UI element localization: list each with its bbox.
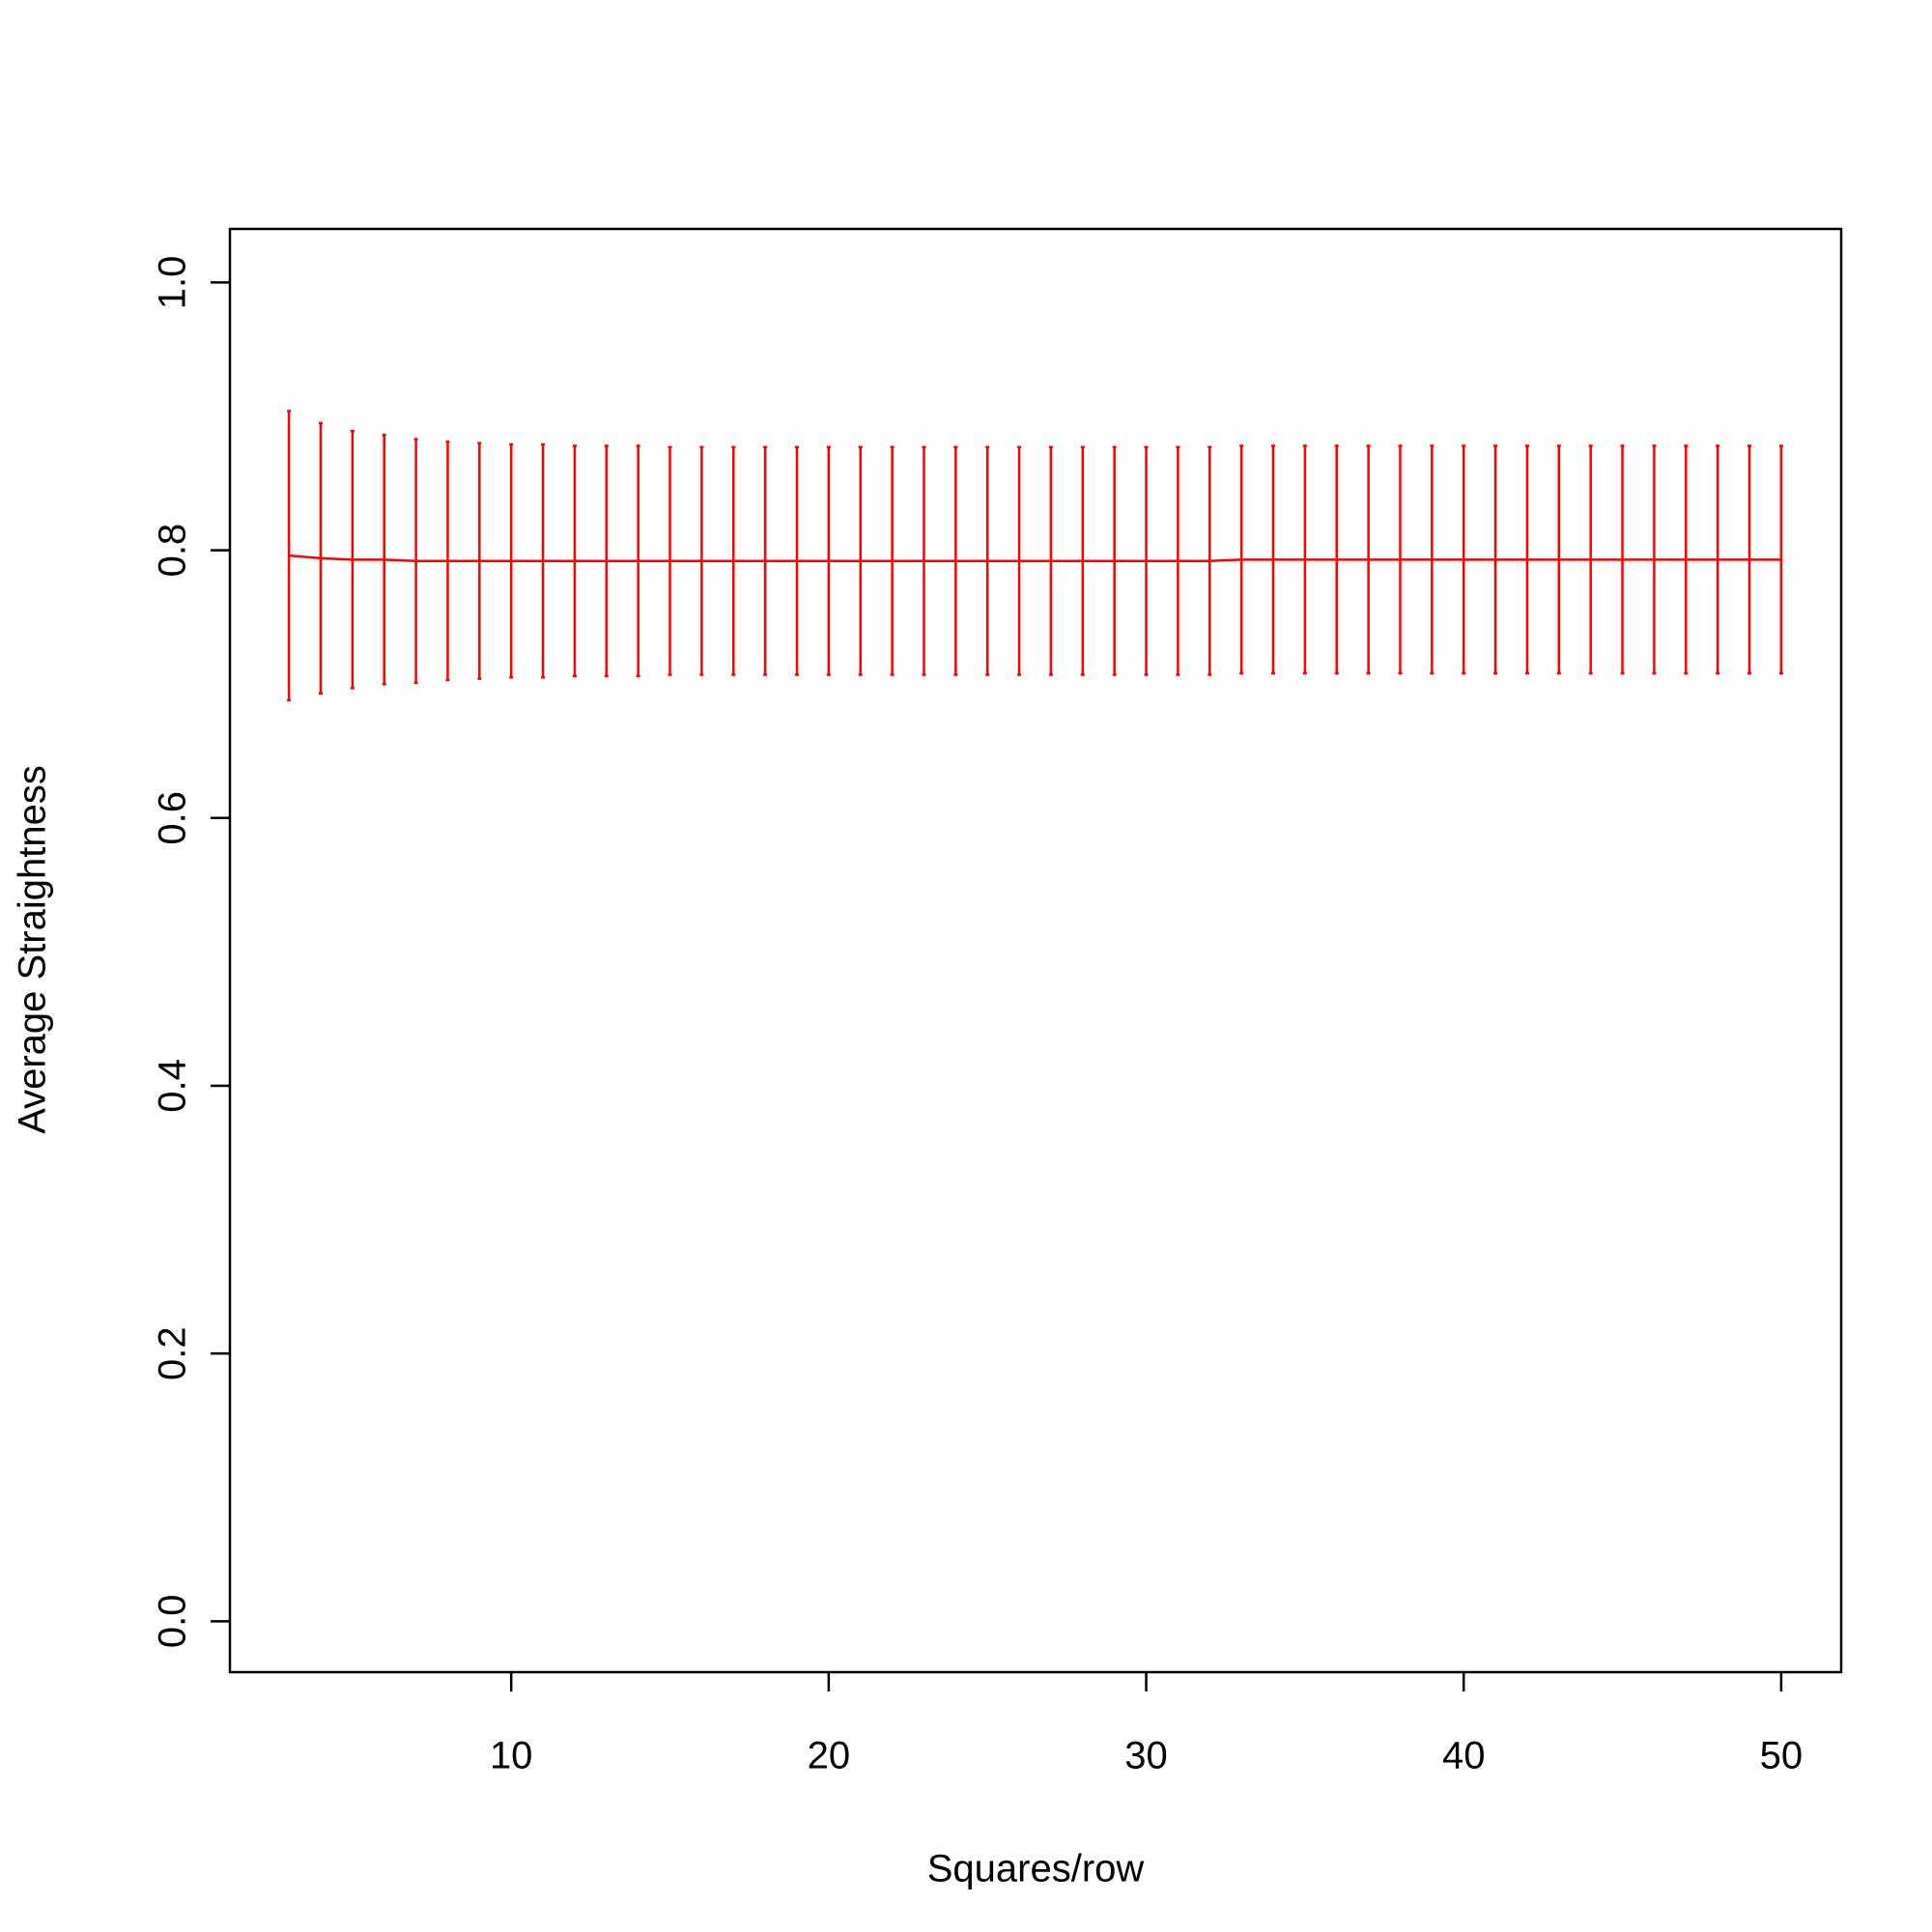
error-bar: [1302, 444, 1307, 675]
error-bar: [1430, 444, 1435, 675]
error-bar: [1048, 445, 1053, 676]
x-tick-label: 40: [1442, 1735, 1486, 1777]
error-bar: [445, 440, 450, 682]
error-bar: [477, 441, 482, 680]
plot-frame: [228, 227, 1843, 1674]
error-bar: [572, 444, 577, 678]
line: [289, 554, 1781, 562]
error-bar: [350, 430, 355, 690]
error-bar: [1176, 445, 1180, 676]
error-bar: [1112, 445, 1117, 676]
error-bar: [1493, 444, 1498, 675]
y-tick-label: 0.2: [152, 1326, 194, 1380]
x-tick-label: 30: [1124, 1735, 1168, 1777]
error-bar: [922, 445, 926, 676]
x-axis-label: Squares/row: [927, 1848, 1145, 1890]
error-bar: [319, 421, 323, 696]
error-bar: [1524, 444, 1529, 675]
error-bar: [604, 444, 609, 678]
error-bar: [287, 410, 292, 702]
error-bar: [1334, 444, 1339, 675]
error-bar: [1462, 444, 1466, 675]
error-bar: [1778, 444, 1783, 675]
y-tick-label: 0.8: [152, 524, 194, 578]
y-tick-label: 0.6: [152, 791, 194, 845]
y-tick-label: 0.4: [152, 1059, 194, 1113]
y-tick-label: 1.0: [152, 256, 194, 310]
error-bar: [890, 445, 895, 676]
error-bar: [413, 438, 418, 685]
error-bar: [1017, 445, 1022, 676]
y-tick-label: 0.0: [152, 1595, 194, 1649]
error-bar: [699, 445, 704, 676]
error-bar: [1144, 445, 1149, 676]
error-bar: [509, 442, 514, 679]
error-bar: [1271, 444, 1276, 675]
error-bar: [1620, 444, 1625, 675]
error-bar: [731, 445, 736, 676]
error-bar: [1366, 444, 1371, 675]
error-bar: [636, 444, 640, 678]
error-bar: [1716, 444, 1720, 675]
error-bar: [1652, 444, 1657, 675]
error-bar: [953, 445, 958, 676]
error-bar: [1588, 444, 1593, 675]
error-bar: [1556, 444, 1561, 675]
y-axis-label: Average Straightness: [12, 765, 54, 1134]
error-bar: [763, 445, 768, 676]
error-bar: [858, 445, 863, 676]
error-bar: [541, 442, 546, 679]
error-bar: [795, 445, 800, 676]
error-bar: [826, 445, 831, 676]
error-bar: [1398, 444, 1403, 675]
error-bar: [1684, 444, 1689, 675]
error-bar: [668, 445, 672, 676]
error-bar: [1080, 445, 1085, 676]
error-bar: [382, 434, 386, 686]
error-bar: [1208, 445, 1212, 676]
error-bar: [1239, 444, 1244, 675]
x-tick-label: 50: [1760, 1735, 1804, 1777]
error-bar: [985, 445, 990, 676]
x-tick-label: 20: [808, 1735, 851, 1777]
error-bar: [1747, 444, 1752, 675]
x-tick-label: 10: [490, 1735, 533, 1777]
